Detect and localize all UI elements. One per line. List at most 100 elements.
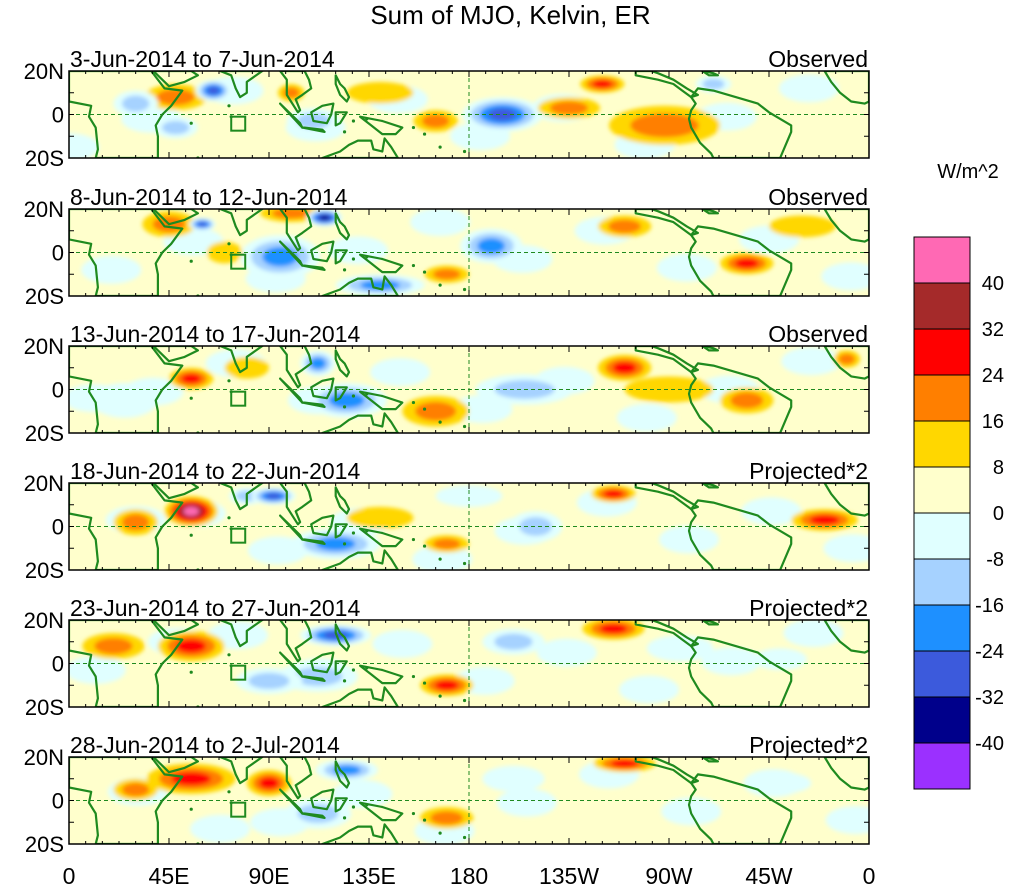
coastline <box>321 823 399 844</box>
coastline <box>152 620 199 637</box>
positive-anomaly-contour <box>121 514 150 531</box>
coastlines <box>69 346 869 433</box>
coastline <box>152 483 199 500</box>
positive-anomaly-contour <box>433 538 461 550</box>
latitude-label: 0 <box>52 789 64 814</box>
island <box>342 542 347 546</box>
negative-anomaly-contour <box>207 86 220 95</box>
coastline <box>687 636 793 707</box>
island <box>411 674 416 679</box>
longitude-label: 180 <box>450 863 488 889</box>
latitude-label: 20N <box>24 471 64 496</box>
positive-anomaly-contour <box>769 215 836 238</box>
latitude-label: 0 <box>52 103 64 128</box>
island <box>438 557 442 561</box>
coastline <box>69 620 184 707</box>
colorbar-label: -24 <box>975 641 1004 663</box>
negative-anomaly-contour <box>488 108 517 121</box>
coastline <box>334 212 351 241</box>
island <box>411 263 416 268</box>
island <box>462 424 467 429</box>
positive-anomaly-contour <box>283 87 300 99</box>
anomaly-field <box>69 71 869 158</box>
coastline <box>334 660 348 676</box>
island <box>189 807 193 811</box>
coastline <box>823 620 869 654</box>
island <box>411 125 416 130</box>
colorbar-label: 40 <box>982 273 1004 295</box>
coastline <box>701 757 720 763</box>
negative-anomaly-contour <box>749 772 812 794</box>
island <box>462 287 467 292</box>
negative-anomaly-contour <box>370 358 431 387</box>
negative-anomaly-contour <box>619 675 679 704</box>
page-title: Sum of MJO, Kelvin, ER <box>370 0 651 30</box>
coastline <box>279 483 313 526</box>
coastline <box>687 362 793 433</box>
coastline <box>334 486 351 515</box>
colorbar-label: 16 <box>982 411 1004 433</box>
coastline <box>301 126 326 133</box>
latitude-label: 20N <box>24 59 64 84</box>
positive-anomaly-contour <box>434 680 459 691</box>
island <box>351 805 356 809</box>
map-panel: 23-Jun-2014 to 27-Jun-2014 Projected*2 20N… <box>24 595 870 720</box>
island <box>189 533 193 537</box>
longitude-label: 90W <box>645 863 693 889</box>
positive-anomaly-contour <box>612 361 637 374</box>
island <box>365 803 369 807</box>
island <box>351 119 356 123</box>
coastline <box>359 390 404 411</box>
island <box>422 681 427 685</box>
coastline <box>334 760 351 789</box>
latitude-label: 20N <box>24 608 64 633</box>
coastline <box>334 249 348 265</box>
island <box>438 694 442 698</box>
coastline <box>634 209 700 237</box>
colorbar-swatch <box>913 466 971 514</box>
coastline <box>687 499 793 570</box>
colorbar-label: 24 <box>982 365 1004 387</box>
negative-anomaly-contour <box>536 638 597 667</box>
latitude-label: 20N <box>24 745 64 770</box>
coastline <box>301 675 326 683</box>
coastline <box>823 209 869 243</box>
colorbar-label: 32 <box>982 319 1004 341</box>
positive-anomaly-contour <box>415 401 457 421</box>
coastlines <box>69 483 869 570</box>
negative-anomaly-contour <box>329 392 365 409</box>
coastline <box>69 71 184 158</box>
coastline <box>279 788 304 815</box>
latitude-label: 20S <box>25 558 64 583</box>
negative-anomaly-contour <box>121 95 150 112</box>
positive-anomaly-contour <box>603 490 624 498</box>
panel-period-label: 18-Jun-2014 to 22-Jun-2014 <box>70 458 360 484</box>
positive-anomaly-contour <box>183 506 199 516</box>
island <box>462 561 467 566</box>
longitude-label: 0 <box>863 863 876 889</box>
colorbar-swatch <box>913 282 971 330</box>
island <box>342 816 347 820</box>
longitude-label: 135W <box>539 863 599 889</box>
island <box>189 121 193 125</box>
coastline <box>321 137 399 158</box>
reference-box <box>230 664 247 681</box>
coastline <box>69 346 184 433</box>
positive-anomaly-contour <box>346 506 414 529</box>
colorbar-swatch <box>913 604 971 652</box>
negative-anomaly-contour <box>823 534 869 563</box>
coastline <box>219 346 264 374</box>
positive-anomaly-contour <box>549 101 589 115</box>
coastline <box>279 209 313 252</box>
coastline <box>701 620 720 626</box>
coastline <box>152 757 199 774</box>
island <box>422 544 427 548</box>
panel-type-label: Projected*2 <box>749 458 868 484</box>
panel-type-label: Projected*2 <box>749 595 868 621</box>
coastline <box>279 651 304 678</box>
coastline <box>279 377 304 404</box>
map-panel: 18-Jun-2014 to 22-Jun-2014 Projected*2 20N… <box>24 458 870 583</box>
coastline <box>321 275 399 296</box>
coastline <box>359 253 404 274</box>
